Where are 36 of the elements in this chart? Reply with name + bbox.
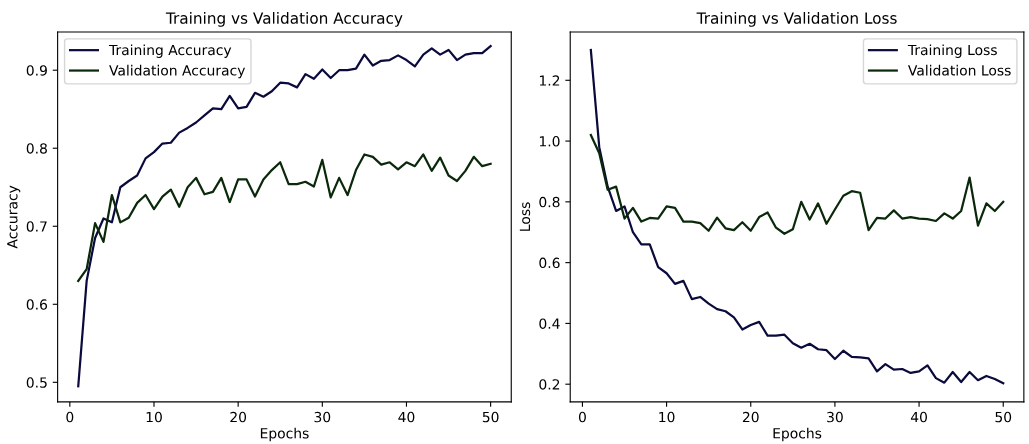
y-tick-label: 0.8: [26, 143, 47, 154]
chart-title: Training vs Validation Accuracy: [165, 12, 403, 27]
x-tick-label: 40: [398, 411, 415, 423]
legend-label: Validation Loss: [908, 64, 1011, 76]
x-tick-label: 0: [578, 411, 586, 423]
x-tick-label: 30: [827, 411, 843, 423]
legend-label: Training Loss: [907, 44, 997, 58]
x-tick-label: 50: [482, 411, 499, 423]
x-tick-label: 20: [742, 411, 759, 423]
y-tick-label: 1.2: [539, 75, 560, 86]
y-tick-label: 0.6: [26, 299, 48, 310]
x-tick-label: 50: [995, 411, 1012, 423]
chart-title: Training vs Validation Loss: [696, 12, 897, 27]
x-axis-title: Epochs: [260, 427, 309, 442]
legend-label: Validation Accuracy: [109, 64, 246, 79]
y-tick-label: 0.7: [26, 221, 47, 232]
y-tick-label: 0.8: [539, 196, 560, 208]
y-tick-label: 0.4: [539, 318, 560, 329]
y-tick-label: 0.6: [539, 257, 560, 269]
y-axis-title: Accuracy: [7, 185, 21, 249]
y-tick-label: 0.9: [26, 65, 47, 76]
y-axis-title: Loss: [519, 202, 531, 231]
legend-label: Training Accuracy: [108, 44, 232, 58]
x-tick-label: 30: [314, 411, 331, 423]
x-tick-label: 10: [659, 411, 675, 423]
y-tick-label: 0.5: [26, 377, 47, 388]
x-axis-title: Epochs: [773, 427, 822, 442]
x-tick-label: 10: [146, 411, 162, 423]
y-tick-label: 0.2: [539, 379, 560, 390]
line-series: [589, 133, 1005, 235]
x-tick-label: 0: [66, 411, 74, 423]
line-series: [77, 153, 492, 282]
x-tick-label: 20: [230, 411, 247, 423]
x-tick-label: 40: [910, 411, 927, 423]
y-tick-label: 1.0: [539, 136, 560, 147]
line-series: [77, 44, 492, 388]
